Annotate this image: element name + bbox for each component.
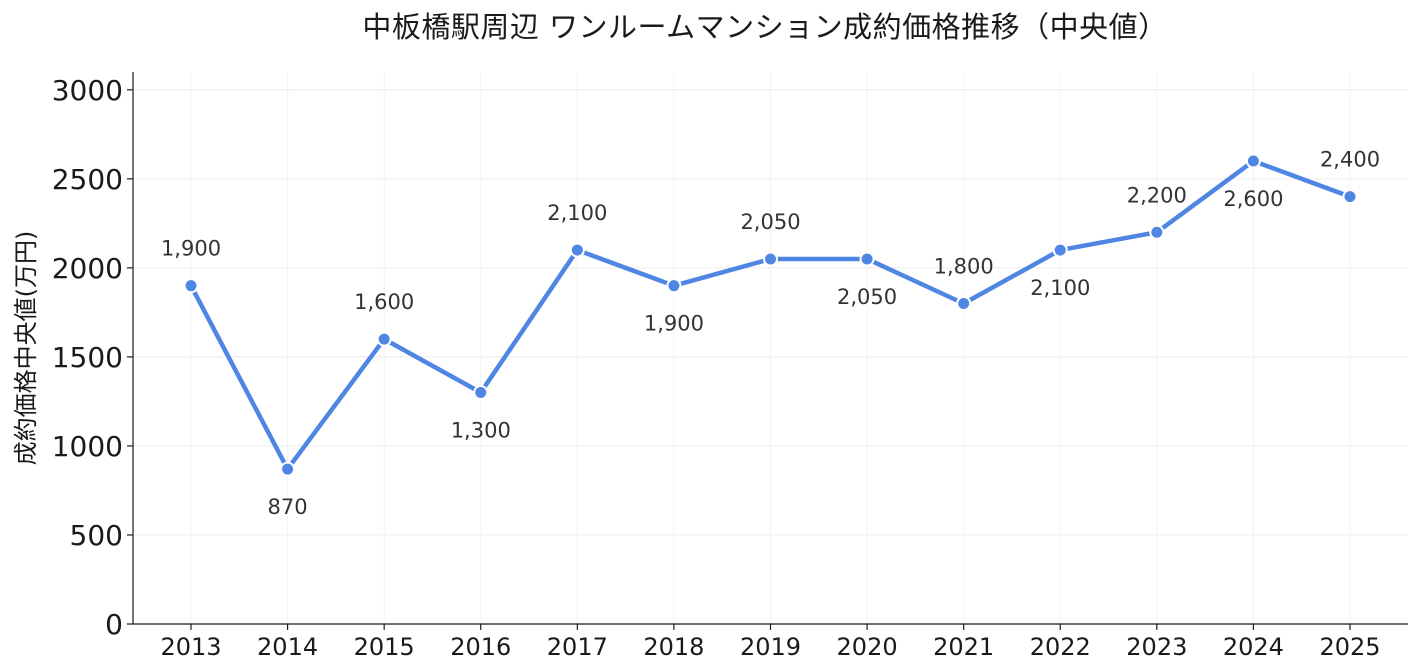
data-point	[376, 331, 392, 347]
x-tick-label: 2015	[354, 633, 415, 661]
data-point	[1245, 153, 1261, 169]
x-tick-label: 2013	[160, 633, 221, 661]
data-point	[569, 242, 585, 258]
data-point	[473, 385, 489, 401]
data-point	[763, 251, 778, 267]
data-point	[1149, 224, 1165, 240]
data-label: 1,900	[644, 312, 704, 336]
x-tick-label: 2016	[450, 633, 511, 661]
data-label: 2,050	[740, 210, 800, 234]
x-tick-label: 2019	[740, 633, 801, 661]
data-label: 2,100	[547, 201, 607, 225]
data-label: 2,100	[1030, 276, 1090, 300]
data-label: 1,600	[354, 290, 414, 314]
y-axis-label: 成約価格中央値(万円)	[12, 231, 40, 466]
data-point	[666, 278, 682, 294]
x-tick-label: 2017	[547, 633, 608, 661]
data-label: 2,050	[837, 285, 897, 309]
y-tick-label: 1000	[52, 430, 123, 463]
x-tick-label: 2024	[1223, 633, 1284, 661]
y-tick-label: 2500	[52, 163, 123, 196]
data-point	[1342, 189, 1358, 205]
data-point	[1052, 242, 1068, 258]
data-label: 1,300	[451, 419, 511, 443]
data-point	[183, 278, 199, 294]
data-label: 1,900	[161, 237, 221, 261]
y-tick-label: 0	[105, 608, 123, 641]
x-tick-label: 2018	[643, 633, 704, 661]
data-label: 2,600	[1223, 187, 1283, 211]
data-label: 1,800	[934, 254, 994, 278]
data-point	[956, 295, 972, 311]
data-label: 2,400	[1320, 148, 1380, 172]
data-label: 2,200	[1127, 183, 1187, 207]
data-point	[859, 251, 875, 267]
x-tick-label: 2023	[1126, 633, 1187, 661]
x-tick-label: 2014	[257, 633, 318, 661]
y-tick-label: 1500	[52, 341, 123, 374]
chart-title: 中板橋駅周辺 ワンルームマンション成約価格推移（中央値）	[362, 10, 1168, 44]
y-tick-label: 3000	[52, 74, 123, 107]
x-tick-label: 2022	[1030, 633, 1091, 661]
data-point	[280, 461, 296, 477]
y-tick-label: 2000	[52, 252, 123, 285]
data-label: 870	[268, 495, 308, 519]
y-tick-label: 500	[70, 519, 123, 552]
x-tick-label: 2020	[837, 633, 898, 661]
x-tick-label: 2021	[933, 633, 994, 661]
x-tick-label: 2025	[1319, 633, 1380, 661]
